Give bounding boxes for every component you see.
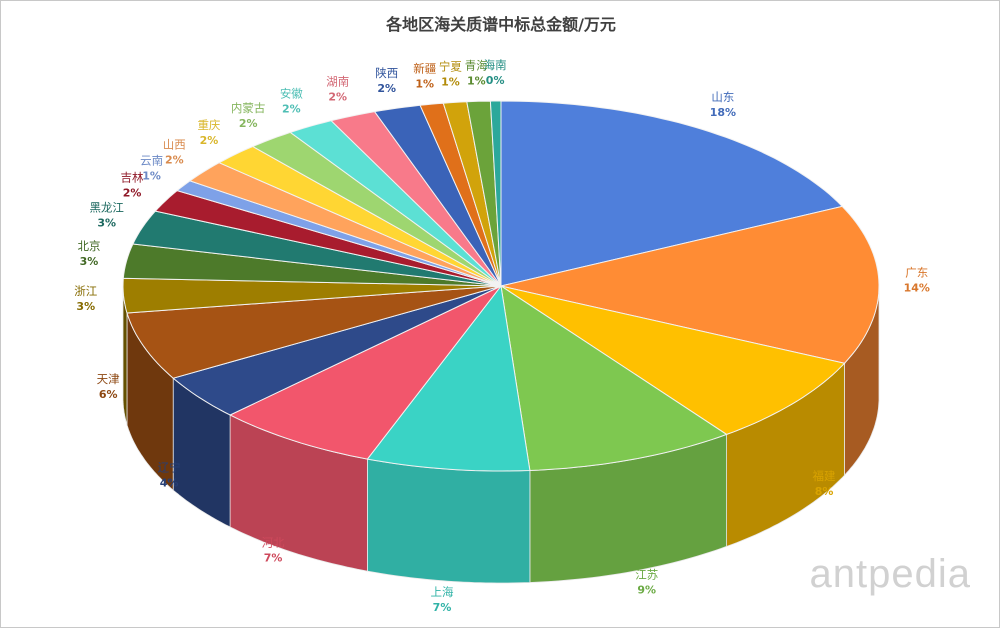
pie-slice-吉林[interactable] [154, 190, 502, 287]
pie-slice-江苏[interactable] [500, 284, 728, 472]
slice-label: 陕西 [375, 66, 398, 80]
slice-percent: 2% [328, 91, 347, 104]
slice-percent: 3% [76, 300, 95, 313]
slice-label: 河北 [262, 536, 285, 550]
slice-percent: 2% [377, 82, 396, 95]
slice-percent: 1% [142, 170, 161, 183]
slice-label: 山西 [163, 138, 186, 152]
pie-slice-福建[interactable] [500, 285, 846, 435]
slice-percent: 9% [637, 584, 656, 597]
slice-label: 新疆 [413, 61, 436, 75]
pie-slice-河北[interactable] [228, 285, 502, 460]
slice-percent: 2% [200, 134, 219, 147]
slice-label: 湖南 [326, 75, 349, 89]
slice-label: 上海 [431, 585, 454, 599]
slice-label: 山东 [711, 90, 734, 104]
slice-label: 内蒙古 [231, 101, 266, 115]
slice-label: 江苏 [635, 568, 658, 582]
slice-label: 重庆 [197, 118, 220, 132]
slice-percent: 7% [264, 552, 283, 565]
slice-percent: 1% [441, 76, 460, 89]
slice-label: 黑龙江 [89, 201, 124, 215]
chart-title: 各地区海关质谱中标总金额/万元 [386, 15, 616, 34]
pie-slice-重庆[interactable] [218, 145, 502, 287]
pie-slice-山东[interactable] [500, 100, 844, 287]
slice-label: 广东 [905, 266, 928, 280]
slice-label: 海南 [484, 58, 507, 72]
slice-label: 辽宁 [158, 460, 181, 474]
pie-slice-黑龙江[interactable] [132, 210, 502, 287]
pie-side-上海 [367, 458, 531, 584]
slice-percent: 4% [160, 476, 179, 489]
slice-percent: 8% [815, 485, 834, 498]
slice-label: 吉林 [121, 171, 144, 185]
pie-slice-陕西[interactable] [373, 104, 502, 287]
slice-percent: 2% [239, 117, 258, 130]
slice-label: 天津 [97, 372, 120, 386]
slice-percent: 2% [282, 102, 301, 115]
slice-label: 青海 [465, 58, 488, 72]
slice-percent: 6% [99, 388, 118, 401]
slice-label: 安徽 [280, 86, 303, 100]
slice-percent: 3% [97, 217, 116, 230]
pie-slice-安徽[interactable] [289, 120, 502, 287]
pie-slice-广东[interactable] [500, 205, 880, 364]
slice-percent: 1% [467, 74, 486, 87]
slice-percent: 7% [433, 601, 452, 614]
slice-percent: 2% [165, 154, 184, 167]
slice-label: 北京 [77, 239, 100, 253]
slice-percent: 14% [904, 282, 930, 295]
pie-slice-内蒙古[interactable] [251, 131, 502, 287]
slice-label: 浙江 [74, 284, 97, 298]
slice-label: 云南 [140, 154, 163, 168]
pie-slice-浙江[interactable] [122, 277, 502, 314]
pie-slice-辽宁[interactable] [172, 285, 502, 416]
pie-slice-湖南[interactable] [330, 111, 502, 287]
slice-percent: 2% [123, 187, 142, 200]
slice-label: 福建 [813, 469, 836, 483]
pie-slice-天津[interactable] [126, 285, 502, 379]
slice-percent: 0% [486, 74, 505, 87]
slice-percent: 18% [710, 106, 736, 119]
slice-percent: 1% [415, 77, 434, 90]
slice-label: 宁夏 [439, 60, 462, 74]
watermark-logo: antpedia [809, 552, 971, 596]
pie-slice-上海[interactable] [366, 284, 531, 472]
pie-slice-海南[interactable] [489, 100, 502, 287]
pie-slice-山西[interactable] [188, 162, 502, 287]
slice-percent: 3% [80, 255, 99, 268]
